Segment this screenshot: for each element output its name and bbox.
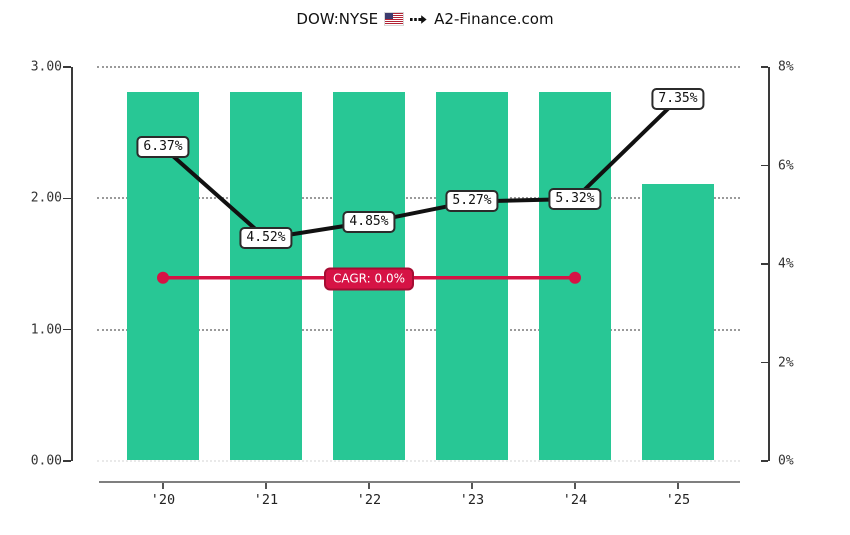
dashed-right-arrow-icon	[410, 14, 427, 24]
right-axis-tick-label: 6%	[778, 158, 794, 173]
yield-label-25: 7.35%	[651, 88, 705, 110]
x-axis-tick	[265, 483, 267, 489]
right-axis-tick	[761, 164, 768, 167]
left-axis-tick-label: 2.00	[30, 190, 62, 206]
x-axis-label-23: '23	[459, 492, 485, 508]
left-axis-tick-label: 0.00	[30, 453, 62, 469]
yield-label-24: 5.32%	[548, 187, 602, 210]
left-axis-tick	[63, 66, 71, 68]
x-axis-spine	[99, 481, 740, 483]
right-axis-tick	[761, 263, 768, 265]
right-axis-tick	[761, 66, 768, 68]
x-axis-label-24: '24	[562, 492, 588, 508]
left-axis-tick-label: 3.00	[30, 59, 62, 75]
cagr-badge: CAGR: 0.0%	[324, 267, 414, 291]
left-axis-tick	[63, 197, 71, 200]
yield-label-23: 5.27%	[445, 190, 499, 213]
x-axis-tick	[368, 483, 370, 489]
dividend-yield-line	[161, 97, 680, 241]
yield-label-21: 4.52%	[239, 227, 293, 250]
right-axis-tick-label: 0%	[778, 453, 794, 469]
left-axis-tick	[63, 460, 71, 462]
left-axis-tick	[63, 328, 71, 331]
x-axis-tick	[162, 483, 164, 489]
ticker-label: DOW:NYSE	[296, 10, 379, 28]
left-axis-spine	[71, 67, 73, 461]
us-flag-icon	[385, 13, 404, 25]
x-axis-tick	[574, 483, 576, 489]
left-axis-tick-label: 1.00	[30, 322, 62, 338]
right-axis-tick-label: 8%	[778, 59, 794, 75]
chart-title: DOW:NYSE A2-Finance.com	[0, 10, 850, 28]
yield-label-20: 6.37%	[136, 136, 190, 159]
zero-gridline-overlay	[97, 460, 740, 462]
x-axis-tick	[471, 483, 473, 489]
right-axis-tick-label: 2%	[778, 355, 794, 370]
cagr-endpoint-dot	[569, 271, 581, 284]
right-axis-tick	[761, 460, 768, 462]
right-axis-tick	[761, 361, 768, 364]
x-axis-label-20: '20	[150, 492, 176, 508]
site-label: A2-Finance.com	[434, 10, 554, 28]
gridline	[97, 66, 740, 68]
right-axis-spine	[768, 67, 770, 461]
yield-label-22: 4.85%	[342, 211, 396, 234]
right-axis-tick-label: 4%	[778, 256, 794, 272]
cagr-endpoint-dot	[157, 271, 169, 284]
gridline	[97, 328, 740, 331]
gridline	[97, 197, 740, 200]
us-flag-canton	[385, 13, 394, 19]
x-axis-label-22: '22	[356, 492, 382, 508]
bar-25	[642, 184, 714, 460]
x-axis-tick	[677, 483, 679, 489]
x-axis-label-21: '21	[253, 492, 279, 508]
x-axis-label-25: '25	[665, 492, 691, 508]
